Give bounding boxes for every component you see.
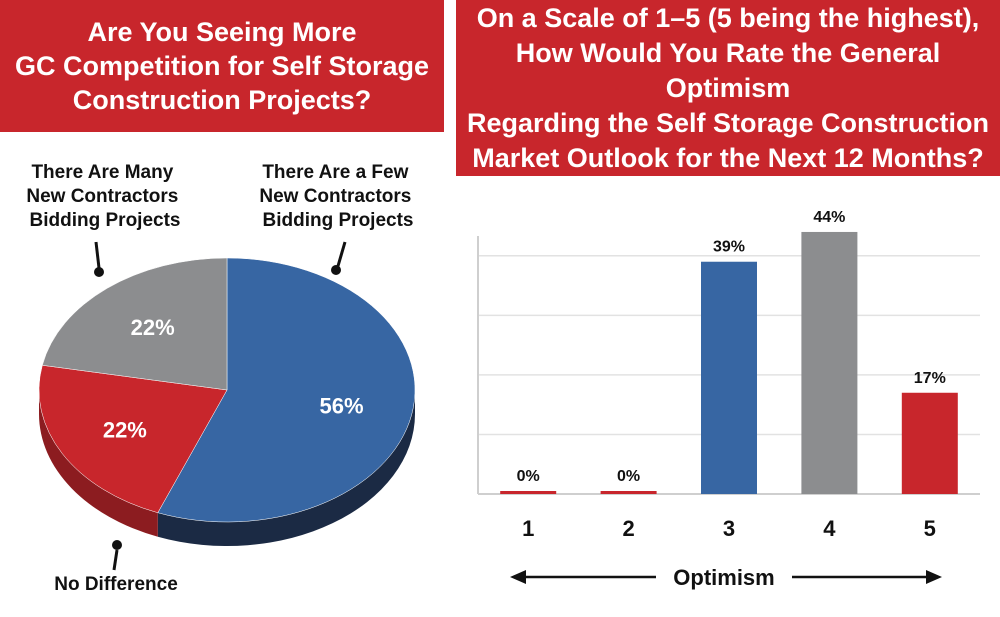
pie-label-line: Bidding Projects: [30, 210, 181, 231]
pie-value-labels: 56% 22% 22%: [103, 315, 364, 442]
pie-leader-dot-few: [331, 265, 341, 275]
x-axis-title: Optimism: [673, 565, 774, 590]
pie-side-wall: [39, 390, 158, 537]
pie-label-line: Bidding Projects: [263, 210, 414, 231]
bar-chart: 0% 0% 39% 44% 17% 1 2 3 4 5 Optimism: [477, 209, 980, 590]
pie-label-few: There Are a Few New Contractors Bidding …: [259, 162, 416, 231]
pie-slice-value-label: 22%: [103, 417, 147, 442]
pie-slice: [38, 364, 228, 514]
pie-leader-line-no-difference: [112, 549, 119, 571]
bar-value-label: 39%: [713, 239, 745, 256]
x-tick-label: 4: [823, 516, 836, 541]
pie-3d-top: [38, 257, 416, 523]
pie-title-line: Construction Projects?: [72, 85, 372, 115]
x-tick-label: 2: [622, 516, 634, 541]
pie-chart: There Are Many New Contractors Bidding P…: [26, 162, 416, 595]
bar-title-line: How Would You Rate the General Optimism: [515, 37, 941, 103]
pie-slice-value-label: 22%: [131, 315, 175, 340]
pie-slice: [157, 257, 416, 523]
arrow-left-icon: [510, 570, 526, 584]
pie-title-line: Are You Seeing More: [87, 17, 357, 47]
x-tick-label: 5: [924, 516, 936, 541]
bar: [901, 392, 958, 494]
pie-slice: [42, 257, 228, 391]
bar-value-label: 44%: [813, 209, 845, 226]
pie-label-line: New Contractors: [259, 186, 411, 207]
bar-title-line: Regarding the Self Storage Construction: [466, 107, 990, 138]
pie-label-no-difference: No Difference: [54, 574, 178, 595]
bar-chart-title-banner: On a Scale of 1–5 (5 being the highest),…: [456, 0, 1000, 176]
pie-label-many: There Are Many New Contractors Bidding P…: [26, 162, 183, 231]
pie-chart-title-banner: Are You Seeing More GC Competition for S…: [0, 0, 444, 132]
bar-value-label: 0%: [517, 468, 540, 485]
pie-leader-line-few: [336, 241, 347, 267]
pie-side-wall: [157, 390, 415, 546]
bar-title-line: On a Scale of 1–5 (5 being the highest),: [476, 2, 980, 33]
pie-title-line: GC Competition for Self Storage: [14, 51, 430, 81]
bar: [500, 491, 557, 494]
pie-3d-side: [39, 390, 415, 546]
bar-value-labels: 0% 0% 39% 44% 17%: [517, 209, 946, 485]
bar-marks: [500, 231, 958, 494]
bar-value-label: 0%: [617, 468, 640, 485]
bar-value-label: 17%: [914, 370, 946, 387]
x-tick-label: 3: [723, 516, 735, 541]
pie-leader-dot-many: [94, 267, 104, 277]
pie-label-line: There Are Many: [31, 162, 173, 183]
x-axis-title-group: Optimism: [510, 565, 942, 590]
bar: [801, 231, 858, 494]
pie-label-line: There Are a Few: [262, 162, 408, 183]
x-tick-label: 1: [522, 516, 534, 541]
pie-label-line: No Difference: [54, 574, 178, 595]
bar-tick-labels: 1 2 3 4 5: [522, 516, 936, 541]
pie-callouts: There Are Many New Contractors Bidding P…: [26, 162, 416, 595]
pie-slice-value-label: 56%: [319, 393, 363, 418]
pie-label-line: New Contractors: [26, 186, 178, 207]
pie-leader-dot-no-difference: [112, 540, 122, 550]
bar: [600, 491, 657, 494]
bar: [701, 261, 757, 494]
arrow-right-icon: [926, 570, 942, 584]
bar-title-line: Market Outlook for the Next 12 Months?: [472, 142, 984, 173]
pie-leader-line-many: [94, 241, 101, 269]
